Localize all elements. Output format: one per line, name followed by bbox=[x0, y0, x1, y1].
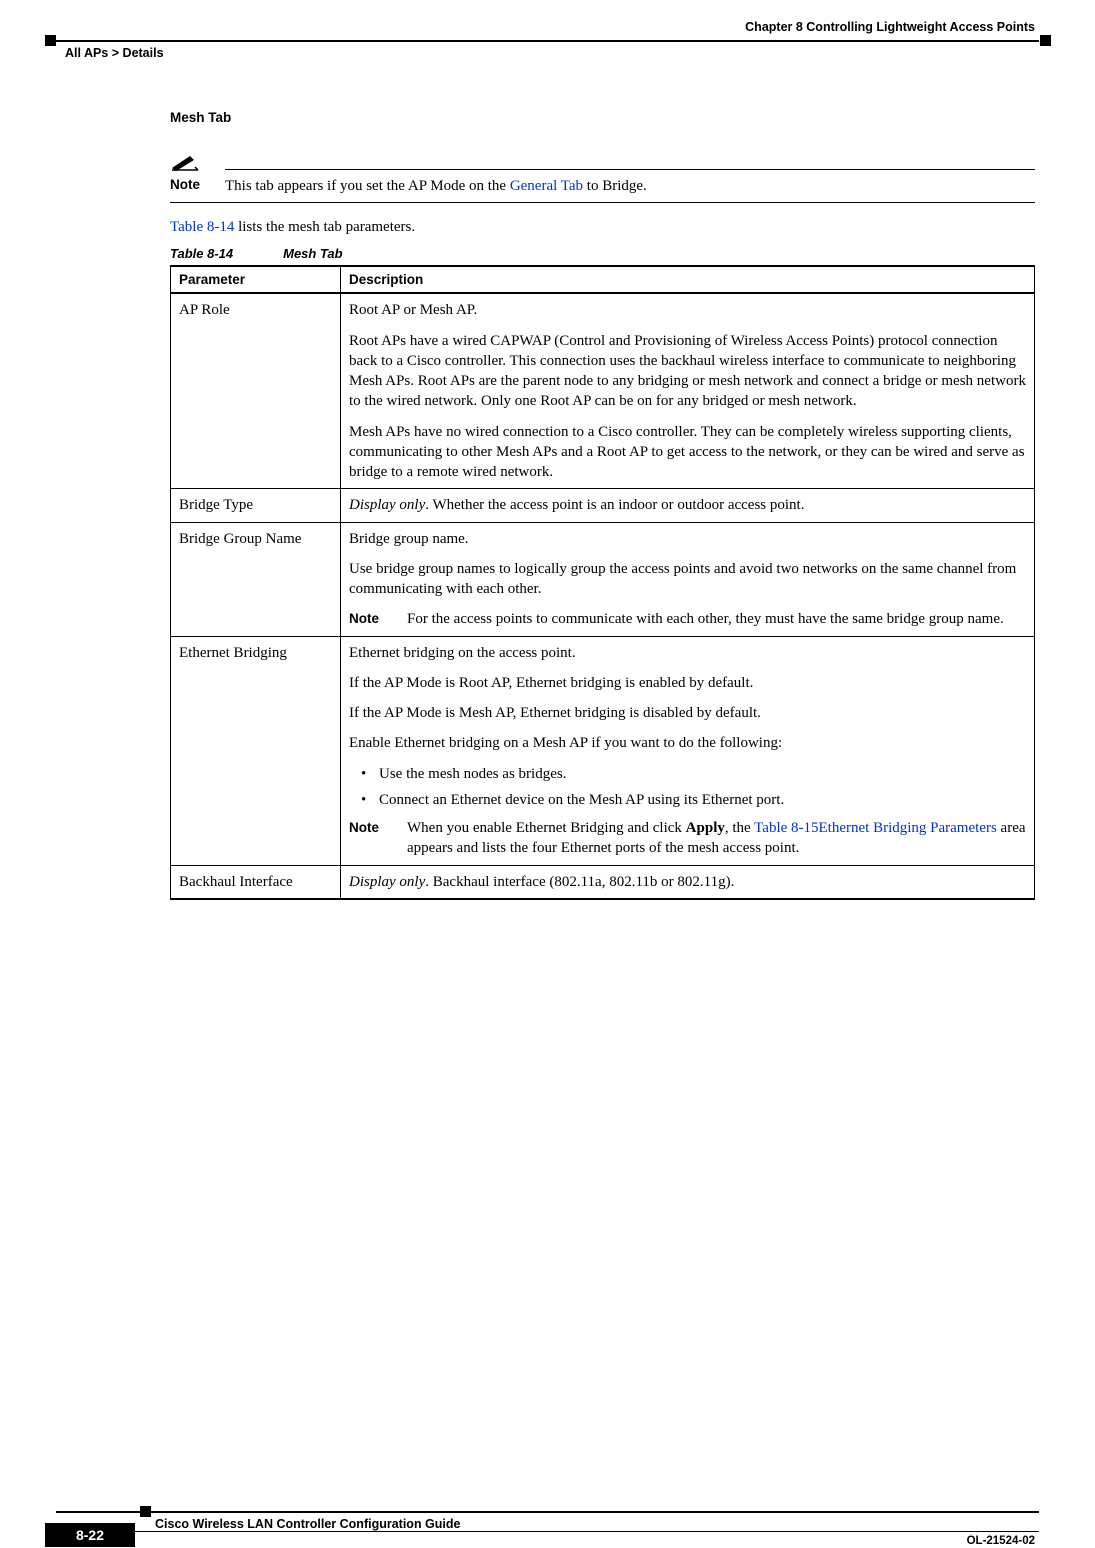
col-description: Description bbox=[341, 266, 1035, 293]
table-row: AP Role Root AP or Mesh AP. Root APs hav… bbox=[171, 293, 1035, 489]
footer-rule-thin bbox=[135, 1531, 1039, 1532]
page-header: Chapter 8 Controlling Lightweight Access… bbox=[0, 20, 1095, 60]
eth-p4: Enable Ethernet bridging on a Mesh AP if… bbox=[349, 733, 1026, 753]
breadcrumb: All APs > Details bbox=[65, 46, 164, 60]
note-rule-bottom bbox=[170, 202, 1035, 203]
param-ap-role: AP Role bbox=[171, 293, 341, 489]
apply-label: Apply bbox=[686, 820, 725, 836]
doc-number: OL-21524-02 bbox=[967, 1535, 1035, 1547]
table-caption-title: Mesh Tab bbox=[283, 246, 342, 261]
table-ref-link[interactable]: Table 8-14 bbox=[170, 219, 234, 235]
note-text-pre: This tab appears if you set the AP Mode … bbox=[225, 178, 510, 194]
col-parameter: Parameter bbox=[171, 266, 341, 293]
desc-backhaul-interface: Display only. Backhaul interface (802.11… bbox=[341, 865, 1035, 899]
eth-p3: If the AP Mode is Mesh AP, Ethernet brid… bbox=[349, 703, 1026, 723]
table-8-15-link[interactable]: Table 8-15Ethernet Bridging Parameters bbox=[754, 820, 997, 836]
mesh-tab-table: Parameter Description AP Role Root AP or… bbox=[170, 265, 1035, 900]
desc-bridge-group-name: Bridge group name. Use bridge group name… bbox=[341, 522, 1035, 636]
eth-bullet-list: Use the mesh nodes as bridges. Connect a… bbox=[361, 764, 1026, 811]
ap-role-p1: Root AP or Mesh AP. bbox=[349, 300, 1026, 320]
note-text: This tab appears if you set the AP Mode … bbox=[225, 176, 647, 196]
param-bridge-group-name: Bridge Group Name bbox=[171, 522, 341, 636]
ap-role-p3: Mesh APs have no wired connection to a C… bbox=[349, 422, 1026, 483]
bridge-type-rest: . Whether the access point is an indoor … bbox=[425, 497, 804, 513]
intro-paragraph: Table 8-14 lists the mesh tab parameters… bbox=[170, 217, 1035, 238]
bridge-group-p1: Bridge group name. bbox=[349, 529, 1026, 549]
footer-rule bbox=[56, 1511, 1039, 1513]
eth-note-mid: , the bbox=[725, 820, 754, 836]
header-ornament-left bbox=[45, 35, 56, 46]
table-header-row: Parameter Description bbox=[171, 266, 1035, 293]
param-bridge-type: Bridge Type bbox=[171, 489, 341, 522]
header-rule bbox=[56, 40, 1039, 42]
page-content: Mesh Tab Note This tab appears if you se… bbox=[170, 110, 1035, 900]
note-label: Note bbox=[170, 176, 225, 192]
header-ornament-right bbox=[1040, 35, 1051, 46]
document-page: Chapter 8 Controlling Lightweight Access… bbox=[0, 0, 1095, 1548]
bridge-group-note: Note For the access points to communicat… bbox=[349, 609, 1026, 629]
note-text-post: to Bridge. bbox=[583, 178, 647, 194]
footer-doc-title: Cisco Wireless LAN Controller Configurat… bbox=[155, 1517, 460, 1531]
eth-note-pre: When you enable Ethernet Bridging and cl… bbox=[407, 820, 686, 836]
display-only-label: Display only bbox=[349, 497, 425, 513]
note-label: Note bbox=[349, 609, 407, 629]
list-item: Connect an Ethernet device on the Mesh A… bbox=[361, 790, 1026, 810]
table-caption: Table 8-14 Mesh Tab bbox=[170, 246, 1035, 261]
note-block: Note This tab appears if you set the AP … bbox=[170, 149, 1035, 203]
eth-bridge-note-text: When you enable Ethernet Bridging and cl… bbox=[407, 818, 1026, 859]
eth-bridge-note: Note When you enable Ethernet Bridging a… bbox=[349, 818, 1026, 859]
note-label: Note bbox=[349, 818, 407, 859]
table-row: Bridge Type Display only. Whether the ac… bbox=[171, 489, 1035, 522]
eth-p2: If the AP Mode is Root AP, Ethernet brid… bbox=[349, 673, 1026, 693]
display-only-label: Display only bbox=[349, 874, 425, 890]
page-number: 8-22 bbox=[45, 1523, 135, 1547]
ap-role-p2: Root APs have a wired CAPWAP (Control an… bbox=[349, 331, 1026, 412]
param-ethernet-bridging: Ethernet Bridging bbox=[171, 636, 341, 865]
table-caption-number: Table 8-14 bbox=[170, 246, 233, 261]
table-row: Backhaul Interface Display only. Backhau… bbox=[171, 865, 1035, 899]
section-heading: Mesh Tab bbox=[170, 110, 1035, 125]
note-rule-top bbox=[225, 169, 1035, 170]
table-row: Ethernet Bridging Ethernet bridging on t… bbox=[171, 636, 1035, 865]
general-tab-link[interactable]: General Tab bbox=[510, 178, 583, 194]
backhaul-rest: . Backhaul interface (802.11a, 802.11b o… bbox=[425, 874, 734, 890]
desc-ap-role: Root AP or Mesh AP. Root APs have a wire… bbox=[341, 293, 1035, 489]
intro-post: lists the mesh tab parameters. bbox=[234, 219, 415, 235]
pencil-icon bbox=[170, 153, 200, 173]
table-row: Bridge Group Name Bridge group name. Use… bbox=[171, 522, 1035, 636]
footer-ornament bbox=[140, 1506, 151, 1517]
eth-p1: Ethernet bridging on the access point. bbox=[349, 643, 1026, 663]
desc-ethernet-bridging: Ethernet bridging on the access point. I… bbox=[341, 636, 1035, 865]
chapter-title: Chapter 8 Controlling Lightweight Access… bbox=[745, 20, 1035, 34]
bridge-group-note-text: For the access points to communicate wit… bbox=[407, 609, 1026, 629]
desc-bridge-type: Display only. Whether the access point i… bbox=[341, 489, 1035, 522]
param-backhaul-interface: Backhaul Interface bbox=[171, 865, 341, 899]
list-item: Use the mesh nodes as bridges. bbox=[361, 764, 1026, 784]
bridge-group-p2: Use bridge group names to logically grou… bbox=[349, 559, 1026, 600]
